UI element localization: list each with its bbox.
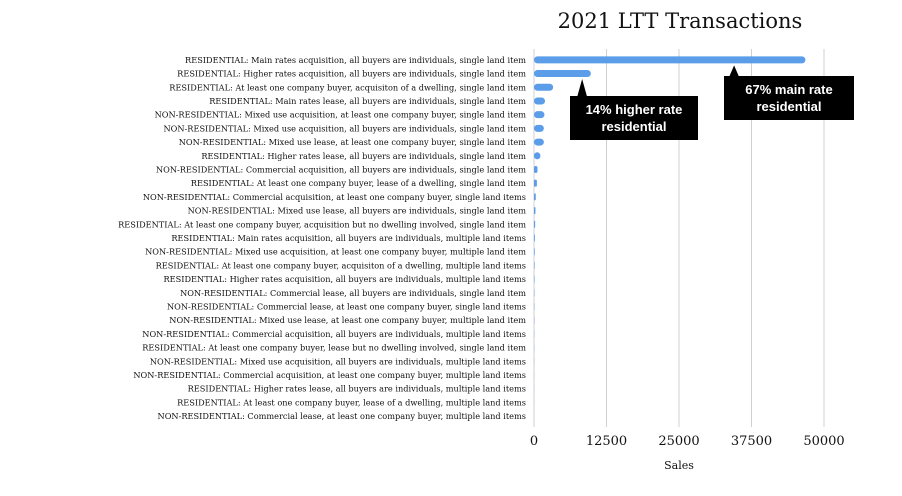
category-labels: RESIDENTIAL: Main rates acquisition, all… xyxy=(118,55,526,421)
category-label: NON-RESIDENTIAL: Commercial acquisition,… xyxy=(156,164,526,174)
x-tick-label: 0 xyxy=(530,434,538,449)
category-label: RESIDENTIAL: Higher rates lease, all buy… xyxy=(188,384,526,394)
x-tick-label: 12500 xyxy=(586,434,627,449)
chart-title: 2021 LTT Transactions xyxy=(558,9,803,33)
bar xyxy=(534,234,535,242)
annotation-callout: 67% main rate residential xyxy=(724,65,854,120)
bar xyxy=(534,124,544,132)
annotation-text: 14% higher rate xyxy=(586,102,683,117)
category-label: RESIDENTIAL: At least one company buyer,… xyxy=(156,260,526,270)
category-label: RESIDENTIAL: Main rates acquisition, all… xyxy=(185,55,526,65)
bar xyxy=(534,56,806,64)
bar xyxy=(534,275,535,283)
annotation-text: residential xyxy=(756,99,821,114)
category-label: NON-RESIDENTIAL: Mixed use lease, at lea… xyxy=(169,315,526,325)
bar xyxy=(534,179,537,187)
category-label: NON-RESIDENTIAL: Commercial lease, all b… xyxy=(180,288,526,298)
category-label: RESIDENTIAL: At least one company buyer,… xyxy=(169,82,526,92)
category-label: NON-RESIDENTIAL: Commercial lease, at le… xyxy=(167,302,526,312)
category-label: NON-RESIDENTIAL: Mixed use lease, at lea… xyxy=(179,137,526,147)
bar xyxy=(534,220,536,228)
bar xyxy=(534,70,591,78)
category-label: NON-RESIDENTIAL: Mixed use acquisition, … xyxy=(164,123,527,133)
category-label: NON-RESIDENTIAL: Mixed use acquisition, … xyxy=(150,356,526,366)
bar xyxy=(534,165,538,173)
category-label: RESIDENTIAL: Higher rates acquisition, a… xyxy=(177,69,526,79)
category-label: RESIDENTIAL: At least one company buyer,… xyxy=(191,178,526,188)
bars xyxy=(534,56,806,420)
annotation-pointer xyxy=(577,79,588,97)
category-label: RESIDENTIAL: At least one company buyer,… xyxy=(142,343,526,353)
category-label: NON-RESIDENTIAL: Commercial acquisition,… xyxy=(133,370,526,380)
x-tick-label: 37500 xyxy=(731,434,772,449)
bar xyxy=(534,261,535,269)
bar xyxy=(534,97,546,105)
annotations: 14% higher rate residential 67% main rate r… xyxy=(570,65,854,140)
bar xyxy=(534,138,544,146)
bar xyxy=(534,83,554,91)
bar xyxy=(534,248,535,256)
category-label: NON-RESIDENTIAL: Mixed use acquisition, … xyxy=(145,247,526,257)
bar xyxy=(534,193,536,201)
annotation-callout: 14% higher rate residential xyxy=(570,79,698,140)
category-label: NON-RESIDENTIAL: Mixed use lease, all bu… xyxy=(188,206,527,216)
x-axis-label: Sales xyxy=(664,459,694,472)
annotation-pointer xyxy=(729,65,740,77)
annotation-text: residential xyxy=(601,119,666,134)
category-label: NON-RESIDENTIAL: Commercial lease, at le… xyxy=(158,411,526,421)
category-label: NON-RESIDENTIAL: Mixed use acquisition, … xyxy=(155,110,527,120)
category-label: NON-RESIDENTIAL: Commercial acquisition,… xyxy=(143,192,526,202)
category-label: RESIDENTIAL: Higher rates acquisition, a… xyxy=(164,274,527,284)
category-label: RESIDENTIAL: At least one company buyer,… xyxy=(118,219,526,229)
x-tick-label: 50000 xyxy=(803,434,844,449)
x-tick-label: 25000 xyxy=(658,434,699,449)
category-label: RESIDENTIAL: Higher rates lease, all buy… xyxy=(201,151,526,161)
annotation-box xyxy=(724,76,854,120)
annotation-text: 67% main rate xyxy=(745,82,832,97)
category-label: RESIDENTIAL: At least one company buyer,… xyxy=(177,397,526,407)
bar xyxy=(534,207,536,215)
x-tick-labels: 0 12500 25000 37500 50000 xyxy=(530,434,845,449)
category-label: NON-RESIDENTIAL: Commercial acquisition,… xyxy=(142,329,526,339)
category-label: RESIDENTIAL: Main rates acquisition, all… xyxy=(171,233,526,243)
bar xyxy=(534,152,541,160)
category-label: RESIDENTIAL: Main rates lease, all buyer… xyxy=(209,96,526,106)
annotation-box xyxy=(570,96,698,140)
bar xyxy=(534,111,545,119)
